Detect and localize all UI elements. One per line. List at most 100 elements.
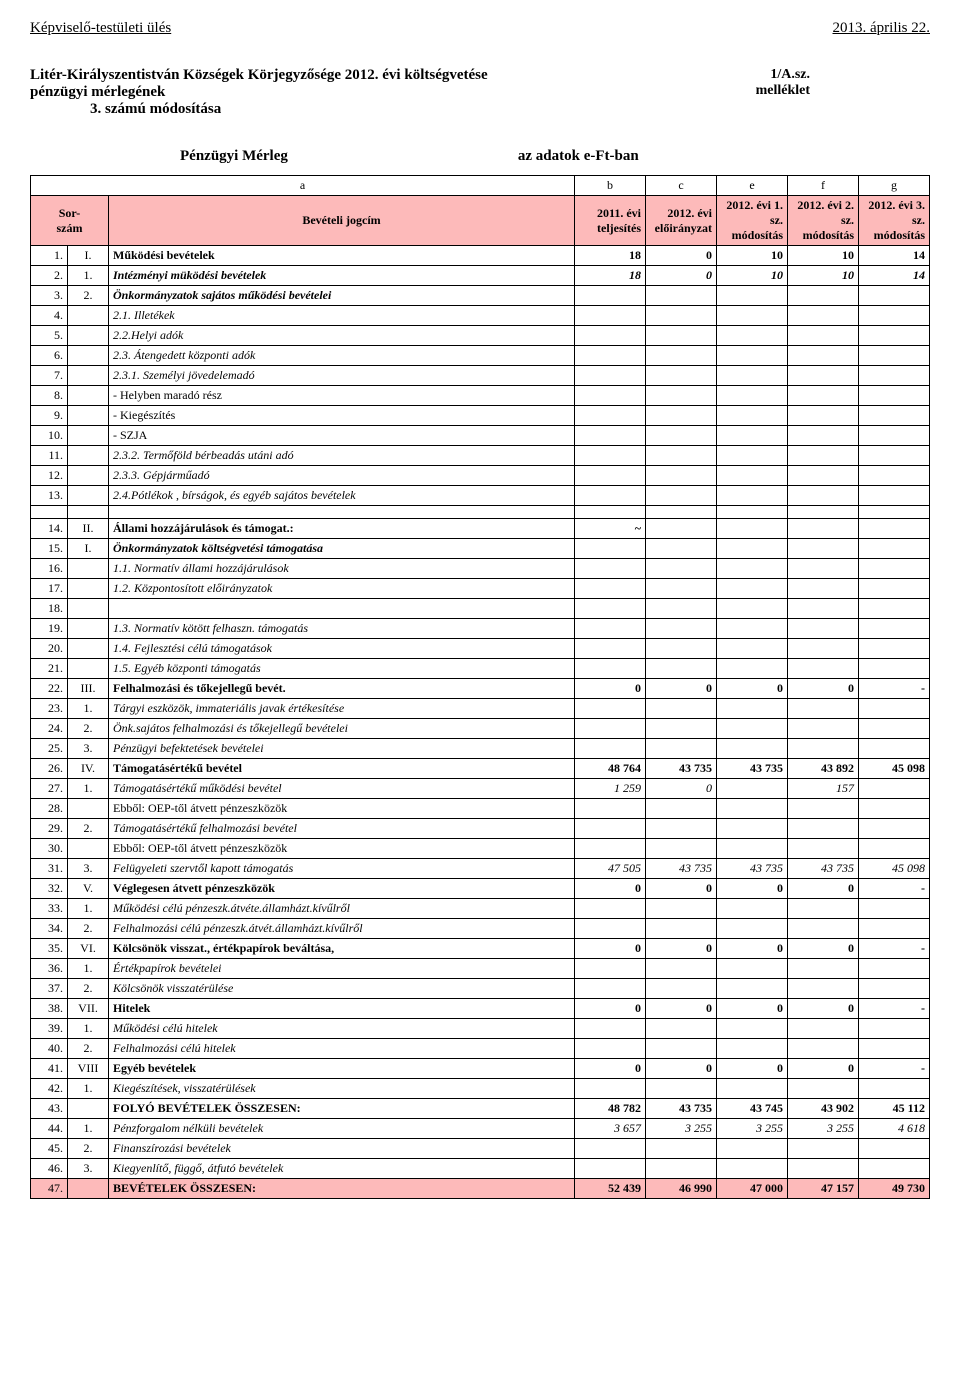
- row-val: 0: [646, 879, 717, 899]
- row-val: [788, 1079, 859, 1099]
- hdr-sor: Sor- szám: [31, 196, 109, 246]
- row-val: [575, 579, 646, 599]
- row-val: [859, 979, 930, 999]
- row-title: 2.3. Átengedett központi adók: [109, 346, 575, 366]
- row-val: [646, 386, 717, 406]
- table-row: 2.1.Intézményi müködési bevételek1801010…: [31, 266, 930, 286]
- row-val: [788, 486, 859, 506]
- row-val: [717, 719, 788, 739]
- row-val: [859, 839, 930, 859]
- row-val: [788, 979, 859, 999]
- row-title: Felügyeleti szervtől kapott támogatás: [109, 859, 575, 879]
- table-row: 8. - Helyben maradó rész: [31, 386, 930, 406]
- row-cat: 1.: [68, 959, 109, 979]
- row-val: 43 735: [646, 759, 717, 779]
- row-val: [859, 446, 930, 466]
- row-title: Ebből: OEP-től átvett pénzeszközök: [109, 839, 575, 859]
- row-title: Pénzügyi befektetések bevételei: [109, 739, 575, 759]
- row-num: 24.: [31, 719, 68, 739]
- row-val: [646, 719, 717, 739]
- row-val: [717, 959, 788, 979]
- row-num: 22.: [31, 679, 68, 699]
- row-num: 20.: [31, 639, 68, 659]
- annex-label: 1/A.sz. melléklet: [756, 67, 810, 99]
- header-row: Sor- szám Bevételi jogcím 2011. évi telj…: [31, 196, 930, 246]
- row-cat: [68, 1179, 109, 1199]
- row-val: [646, 959, 717, 979]
- table-row: 39.1.Működési célú hitelek: [31, 1019, 930, 1039]
- row-cat: [68, 1099, 109, 1119]
- row-val: 49 730: [859, 1179, 930, 1199]
- row-title: Intézményi müködési bevételek: [109, 266, 575, 286]
- row-val: 3 255: [717, 1119, 788, 1139]
- row-cat: 1.: [68, 899, 109, 919]
- row-title: Önkormányzatok sajátos működési bevétele…: [109, 286, 575, 306]
- row-val: [788, 539, 859, 559]
- row-val: 0: [717, 679, 788, 699]
- table-row: 19.1.3. Normatív kötött felhaszn. támoga…: [31, 619, 930, 639]
- table-row: 30. Ebből: OEP-től átvett pénzeszközök: [31, 839, 930, 859]
- row-val: 43 735: [788, 859, 859, 879]
- row-title: Kiegyenlítő, függő, átfutó bevételek: [109, 1159, 575, 1179]
- row-val: [788, 306, 859, 326]
- hdr-2012e: 2012. évi előirányzat: [646, 196, 717, 246]
- row-title: 1.5. Egyéb központi támogatás: [109, 659, 575, 679]
- row-val: [646, 446, 717, 466]
- row-val: 0: [717, 999, 788, 1019]
- row-num: 19.: [31, 619, 68, 639]
- row-val: [646, 639, 717, 659]
- row-val: [646, 559, 717, 579]
- row-val: 0: [646, 779, 717, 799]
- row-val: [717, 659, 788, 679]
- row-val: [788, 366, 859, 386]
- row-val: [788, 959, 859, 979]
- row-val: 43 902: [788, 1099, 859, 1119]
- row-val: 10: [717, 246, 788, 266]
- hdr-jogcim: Bevételi jogcím: [109, 196, 575, 246]
- row-cat: [68, 486, 109, 506]
- row-val: 18: [575, 266, 646, 286]
- row-num: 36.: [31, 959, 68, 979]
- row-cat: 2.: [68, 819, 109, 839]
- row-val: [788, 346, 859, 366]
- row-val: [575, 699, 646, 719]
- row-val: [717, 346, 788, 366]
- row-val: [575, 406, 646, 426]
- row-val: 52 439: [575, 1179, 646, 1199]
- table-row: 33.1.Működési célú pénzeszk.átvéte.állam…: [31, 899, 930, 919]
- row-val: [575, 346, 646, 366]
- subtitle-right: az adatok e-Ft-ban: [518, 148, 639, 165]
- row-val: [788, 599, 859, 619]
- row-num: 13.: [31, 486, 68, 506]
- row-val: 47 505: [575, 859, 646, 879]
- row-val: 47 000: [717, 1179, 788, 1199]
- row-cat: 1.: [68, 1119, 109, 1139]
- row-val: [646, 519, 717, 539]
- row-val: [717, 539, 788, 559]
- row-val: [859, 466, 930, 486]
- row-cat: I.: [68, 246, 109, 266]
- row-val: [646, 819, 717, 839]
- row-cat: [68, 599, 109, 619]
- row-title: 1.2. Központosított előirányzatok: [109, 579, 575, 599]
- row-val: 43 735: [646, 1099, 717, 1119]
- table-row: 38.VII.Hitelek0000-: [31, 999, 930, 1019]
- row-val: [575, 426, 646, 446]
- row-val: 48 782: [575, 1099, 646, 1119]
- row-val: [575, 1159, 646, 1179]
- row-val: [717, 406, 788, 426]
- row-val: [788, 699, 859, 719]
- row-val: [575, 539, 646, 559]
- table-row: 21.1.5. Egyéb központi támogatás: [31, 659, 930, 679]
- row-num: 9.: [31, 406, 68, 426]
- row-val: [575, 799, 646, 819]
- row-val: 0: [788, 939, 859, 959]
- row-val: [859, 579, 930, 599]
- row-val: 0: [788, 1059, 859, 1079]
- table-row: 18.: [31, 599, 930, 619]
- subtitle-left: Pénzügyi Mérleg: [180, 148, 288, 165]
- row-val: [859, 1079, 930, 1099]
- row-val: [859, 639, 930, 659]
- title-line1: Litér-Királyszentistván Községek Körjegy…: [30, 67, 488, 84]
- table-row: 6.2.3. Átengedett központi adók: [31, 346, 930, 366]
